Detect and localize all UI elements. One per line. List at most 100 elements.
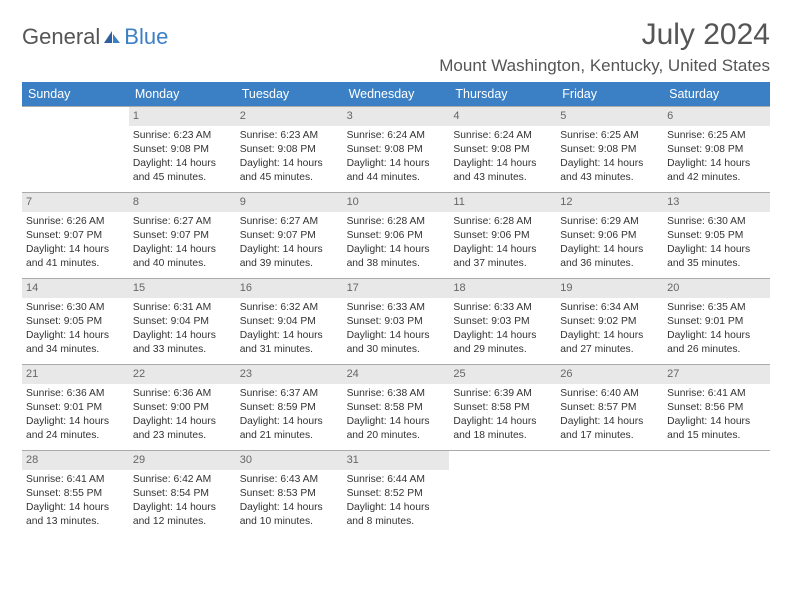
month-title: July 2024	[439, 18, 770, 52]
daylight1-text: Daylight: 14 hours	[133, 157, 232, 171]
sunset-text: Sunset: 9:08 PM	[560, 143, 659, 157]
daylight2-text: and 33 minutes.	[133, 343, 232, 357]
daylight1-text: Daylight: 14 hours	[240, 415, 339, 429]
daylight2-text: and 43 minutes.	[453, 171, 552, 185]
calendar-cell: 12Sunrise: 6:29 AMSunset: 9:06 PMDayligh…	[556, 192, 663, 278]
daylight1-text: Daylight: 14 hours	[240, 243, 339, 257]
daylight1-text: Daylight: 14 hours	[560, 243, 659, 257]
calendar-cell: 3Sunrise: 6:24 AMSunset: 9:08 PMDaylight…	[343, 106, 450, 192]
day-number: 21	[22, 365, 129, 384]
day-number: 26	[556, 365, 663, 384]
sunrise-text: Sunrise: 6:44 AM	[347, 473, 446, 487]
sunrise-text: Sunrise: 6:23 AM	[133, 129, 232, 143]
calendar-cell: 24Sunrise: 6:38 AMSunset: 8:58 PMDayligh…	[343, 364, 450, 450]
logo: General Blue	[22, 24, 168, 50]
daylight1-text: Daylight: 14 hours	[240, 501, 339, 515]
sunset-text: Sunset: 9:00 PM	[133, 401, 232, 415]
logo-text-general: General	[22, 24, 100, 50]
day-number: 11	[449, 193, 556, 212]
sunset-text: Sunset: 8:56 PM	[667, 401, 766, 415]
daylight1-text: Daylight: 14 hours	[133, 243, 232, 257]
sunset-text: Sunset: 9:03 PM	[347, 315, 446, 329]
day-number: 28	[22, 451, 129, 470]
daylight1-text: Daylight: 14 hours	[26, 501, 125, 515]
calendar-cell: 25Sunrise: 6:39 AMSunset: 8:58 PMDayligh…	[449, 364, 556, 450]
daylight2-text: and 36 minutes.	[560, 257, 659, 271]
sunset-text: Sunset: 8:58 PM	[347, 401, 446, 415]
daylight1-text: Daylight: 14 hours	[667, 157, 766, 171]
calendar-cell: 7Sunrise: 6:26 AMSunset: 9:07 PMDaylight…	[22, 192, 129, 278]
sunset-text: Sunset: 9:04 PM	[133, 315, 232, 329]
sunrise-text: Sunrise: 6:37 AM	[240, 387, 339, 401]
sunset-text: Sunset: 9:01 PM	[667, 315, 766, 329]
day-number: 19	[556, 279, 663, 298]
daylight2-text: and 43 minutes.	[560, 171, 659, 185]
sunset-text: Sunset: 9:07 PM	[26, 229, 125, 243]
daylight2-text: and 35 minutes.	[667, 257, 766, 271]
daylight1-text: Daylight: 14 hours	[560, 415, 659, 429]
day-number: 13	[663, 193, 770, 212]
sunrise-text: Sunrise: 6:34 AM	[560, 301, 659, 315]
sunrise-text: Sunrise: 6:33 AM	[347, 301, 446, 315]
calendar-cell: 14Sunrise: 6:30 AMSunset: 9:05 PMDayligh…	[22, 278, 129, 364]
day-number: 1	[129, 107, 236, 126]
sunset-text: Sunset: 9:03 PM	[453, 315, 552, 329]
daylight1-text: Daylight: 14 hours	[26, 243, 125, 257]
sunrise-text: Sunrise: 6:36 AM	[133, 387, 232, 401]
daylight1-text: Daylight: 14 hours	[133, 415, 232, 429]
daylight2-text: and 39 minutes.	[240, 257, 339, 271]
day-number: 6	[663, 107, 770, 126]
calendar-cell: 16Sunrise: 6:32 AMSunset: 9:04 PMDayligh…	[236, 278, 343, 364]
sunrise-text: Sunrise: 6:28 AM	[453, 215, 552, 229]
sunrise-text: Sunrise: 6:38 AM	[347, 387, 446, 401]
daylight1-text: Daylight: 14 hours	[453, 415, 552, 429]
day-number: 12	[556, 193, 663, 212]
sunrise-text: Sunrise: 6:42 AM	[133, 473, 232, 487]
daylight2-text: and 40 minutes.	[133, 257, 232, 271]
calendar-cell: 31Sunrise: 6:44 AMSunset: 8:52 PMDayligh…	[343, 450, 450, 536]
day-number: 23	[236, 365, 343, 384]
sunrise-text: Sunrise: 6:35 AM	[667, 301, 766, 315]
calendar-cell: 28Sunrise: 6:41 AMSunset: 8:55 PMDayligh…	[22, 450, 129, 536]
daylight1-text: Daylight: 14 hours	[133, 501, 232, 515]
calendar-cell: 29Sunrise: 6:42 AMSunset: 8:54 PMDayligh…	[129, 450, 236, 536]
daylight2-text: and 10 minutes.	[240, 515, 339, 529]
calendar-cell: 1 Sunrise: 6:23 AMSunset: 9:08 PMDaylight…	[129, 106, 236, 192]
sunset-text: Sunset: 9:01 PM	[26, 401, 125, 415]
daylight1-text: Daylight: 14 hours	[453, 243, 552, 257]
sunset-text: Sunset: 8:57 PM	[560, 401, 659, 415]
daylight2-text: and 24 minutes.	[26, 429, 125, 443]
sunset-text: Sunset: 9:08 PM	[133, 143, 232, 157]
weekday-header: Monday	[129, 82, 236, 106]
sunrise-text: Sunrise: 6:30 AM	[26, 301, 125, 315]
sunset-text: Sunset: 9:07 PM	[240, 229, 339, 243]
calendar-cell: 19Sunrise: 6:34 AMSunset: 9:02 PMDayligh…	[556, 278, 663, 364]
sunset-text: Sunset: 9:08 PM	[347, 143, 446, 157]
daylight1-text: Daylight: 14 hours	[133, 329, 232, 343]
daylight2-text: and 21 minutes.	[240, 429, 339, 443]
sunrise-text: Sunrise: 6:29 AM	[560, 215, 659, 229]
calendar-cell: 5Sunrise: 6:25 AMSunset: 9:08 PMDaylight…	[556, 106, 663, 192]
day-number: 10	[343, 193, 450, 212]
sunset-text: Sunset: 9:07 PM	[133, 229, 232, 243]
calendar-cell: 21 Sunrise: 6:36 AMSunset: 9:01 PMDayligh…	[22, 364, 129, 450]
calendar-cell: 17Sunrise: 6:33 AMSunset: 9:03 PMDayligh…	[343, 278, 450, 364]
calendar-cell: 22Sunrise: 6:36 AMSunset: 9:00 PMDayligh…	[129, 364, 236, 450]
title-block: July 2024 Mount Washington, Kentucky, Un…	[439, 18, 770, 76]
daylight1-text: Daylight: 14 hours	[26, 415, 125, 429]
daylight2-text: and 31 minutes.	[240, 343, 339, 357]
daylight2-text: and 44 minutes.	[347, 171, 446, 185]
calendar-cell: 11Sunrise: 6:28 AMSunset: 9:06 PMDayligh…	[449, 192, 556, 278]
day-number: 14	[22, 279, 129, 298]
sunrise-text: Sunrise: 6:23 AM	[240, 129, 339, 143]
sunrise-text: Sunrise: 6:36 AM	[26, 387, 125, 401]
sunrise-text: Sunrise: 6:31 AM	[133, 301, 232, 315]
daylight1-text: Daylight: 14 hours	[453, 329, 552, 343]
daylight1-text: Daylight: 14 hours	[560, 157, 659, 171]
day-number: 5	[556, 107, 663, 126]
daylight1-text: Daylight: 14 hours	[347, 329, 446, 343]
day-number: 31	[343, 451, 450, 470]
sunrise-text: Sunrise: 6:33 AM	[453, 301, 552, 315]
sunset-text: Sunset: 9:04 PM	[240, 315, 339, 329]
calendar-cell: 20Sunrise: 6:35 AMSunset: 9:01 PMDayligh…	[663, 278, 770, 364]
